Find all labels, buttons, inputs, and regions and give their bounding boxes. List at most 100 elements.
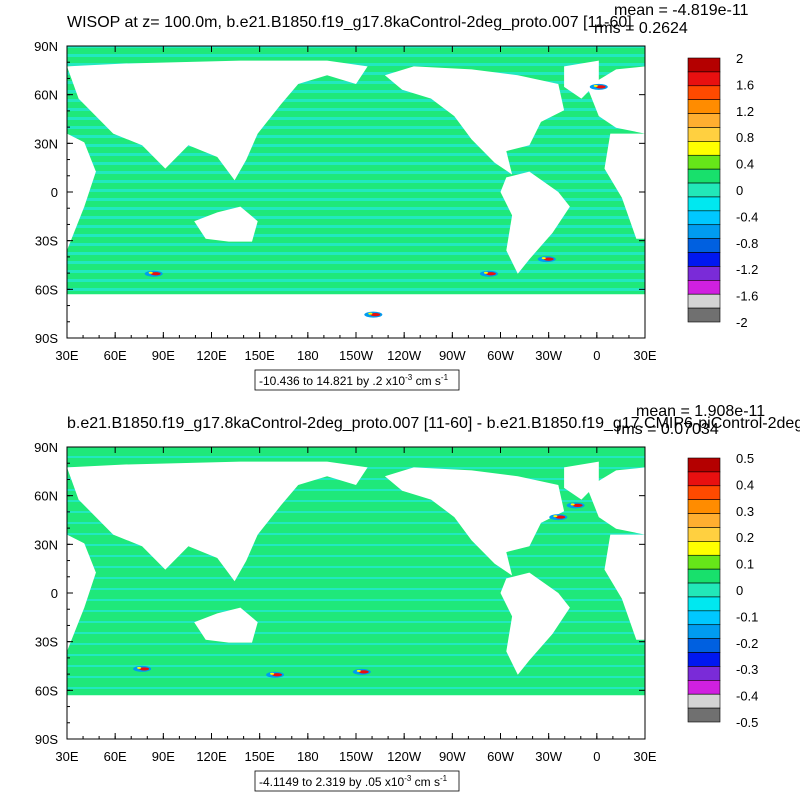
land-mask (67, 534, 96, 652)
anomaly-patch (553, 515, 558, 518)
colorbar-swatch (687, 596, 721, 612)
colorbar-swatch (687, 280, 721, 295)
y-tick-label: 60S (35, 683, 58, 698)
y-tick-label: 90S (35, 732, 58, 747)
colorbar-swatch (687, 141, 721, 156)
colorbar-swatch (687, 196, 721, 212)
colorbar-swatch (687, 266, 721, 281)
land-mask (67, 133, 96, 251)
colorbar-swatch (687, 154, 721, 170)
land-mask (67, 461, 368, 582)
bottom-panel: b.e21.B1850.f19_g17.8kaControl-2deg_prot… (34, 403, 800, 792)
colorbar-label: -0.3 (736, 662, 758, 677)
colorbar-swatch (687, 210, 721, 226)
colorbar-label: 0 (736, 183, 743, 198)
colorbar-swatch (687, 238, 721, 253)
anomaly-patch (270, 672, 275, 675)
anomaly-patch (485, 272, 496, 276)
land-mask (564, 461, 599, 500)
anomaly-patch (570, 503, 575, 506)
x-tick-label: 180 (297, 749, 319, 764)
colorbar-swatch (687, 652, 721, 667)
x-tick-label: 0 (593, 348, 600, 363)
stat-mean: mean = 1.908e-11 (636, 403, 765, 420)
contour-range-box (254, 770, 460, 792)
x-tick-label: 30E (55, 749, 78, 764)
x-tick-label: 60E (104, 348, 127, 363)
colorbar-swatch (687, 666, 721, 681)
contour-range-label: -4.1149 to 2.319 by .05 x10-3 cm s-1 (259, 774, 448, 789)
colorbar-swatch (687, 168, 721, 184)
colorbar-label: -0.1 (736, 609, 758, 624)
land-mask (384, 467, 565, 576)
y-tick-label: 60N (34, 88, 58, 103)
colorbar-label: 0.1 (736, 557, 754, 572)
x-tick-label: 60E (104, 749, 127, 764)
y-tick-label: 0 (51, 586, 58, 601)
colorbar-swatch (687, 471, 721, 487)
colorbar-swatch (687, 252, 721, 267)
colorbar-label: -0.2 (736, 636, 758, 651)
anomaly-patch (555, 515, 566, 519)
x-tick-label: 150E (244, 348, 275, 363)
contour-range-label: -10.436 to 14.821 by .2 x10-3 cm s-1 (259, 373, 449, 388)
colorbar-swatch (687, 127, 721, 142)
land-mask (67, 294, 645, 338)
x-tick-label: 120E (196, 348, 227, 363)
stat-rms: rms = 0.07034 (616, 421, 719, 438)
colorbar-swatch (687, 610, 721, 626)
stat-rms: rms = 0.2624 (594, 20, 688, 37)
anomaly-patch (483, 271, 488, 274)
anomaly-patch (137, 666, 142, 669)
x-tick-label: 30W (535, 348, 562, 363)
x-tick-label: 30E (55, 348, 78, 363)
colorbar-swatch (687, 693, 721, 709)
land-mask (67, 695, 645, 739)
colorbar-swatch (687, 624, 721, 639)
x-tick-label: 90E (152, 348, 175, 363)
land-mask (67, 60, 368, 181)
x-tick-label: 120W (387, 749, 422, 764)
x-tick-label: 150W (339, 749, 374, 764)
x-tick-label: 30E (633, 749, 656, 764)
colorbar-swatch (687, 293, 721, 309)
colorbar-swatch (687, 85, 721, 100)
contour-range-box (254, 369, 460, 391)
colorbar-label: -0.4 (736, 689, 758, 704)
colorbar-swatch (687, 71, 721, 87)
colorbar-swatch (687, 513, 721, 528)
colorbar-label: 0 (736, 583, 743, 598)
colorbar-swatch (687, 307, 721, 323)
colorbar-label: 0.4 (736, 157, 754, 172)
anomaly-patch (358, 670, 369, 674)
colorbar-label: -1.2 (736, 262, 758, 277)
colorbar-swatch (687, 554, 721, 570)
x-tick-label: 120E (196, 749, 227, 764)
y-tick-label: 30N (34, 136, 58, 151)
top-panel: WISOP at z= 100.0m, b.e21.B1850.f19_g17.… (34, 2, 758, 391)
x-tick-label: 30E (633, 348, 656, 363)
anomaly-patch (272, 673, 283, 677)
anomaly-patch (541, 257, 546, 260)
y-tick-label: 90N (34, 440, 58, 455)
x-tick-label: 90W (439, 749, 466, 764)
colorbar-swatch (687, 568, 721, 584)
x-tick-label: 120W (387, 348, 422, 363)
y-tick-label: 30S (35, 635, 58, 650)
y-tick-label: 30N (34, 537, 58, 552)
colorbar-swatch (687, 57, 721, 73)
colorbar-label: 0.5 (736, 451, 754, 466)
anomaly-patch (148, 271, 153, 274)
x-tick-label: 60W (487, 749, 514, 764)
colorbar-label: -0.8 (736, 236, 758, 251)
colorbar-label: 0.2 (736, 530, 754, 545)
colorbar-label: 0.4 (736, 477, 754, 492)
y-tick-label: 0 (51, 185, 58, 200)
land-mask (194, 206, 258, 242)
colorbar-label: -0.5 (736, 715, 758, 730)
colorbar-label: -0.4 (736, 209, 758, 224)
colorbar-label: -2 (736, 315, 748, 330)
land-mask (604, 133, 645, 239)
land-mask (500, 171, 570, 274)
